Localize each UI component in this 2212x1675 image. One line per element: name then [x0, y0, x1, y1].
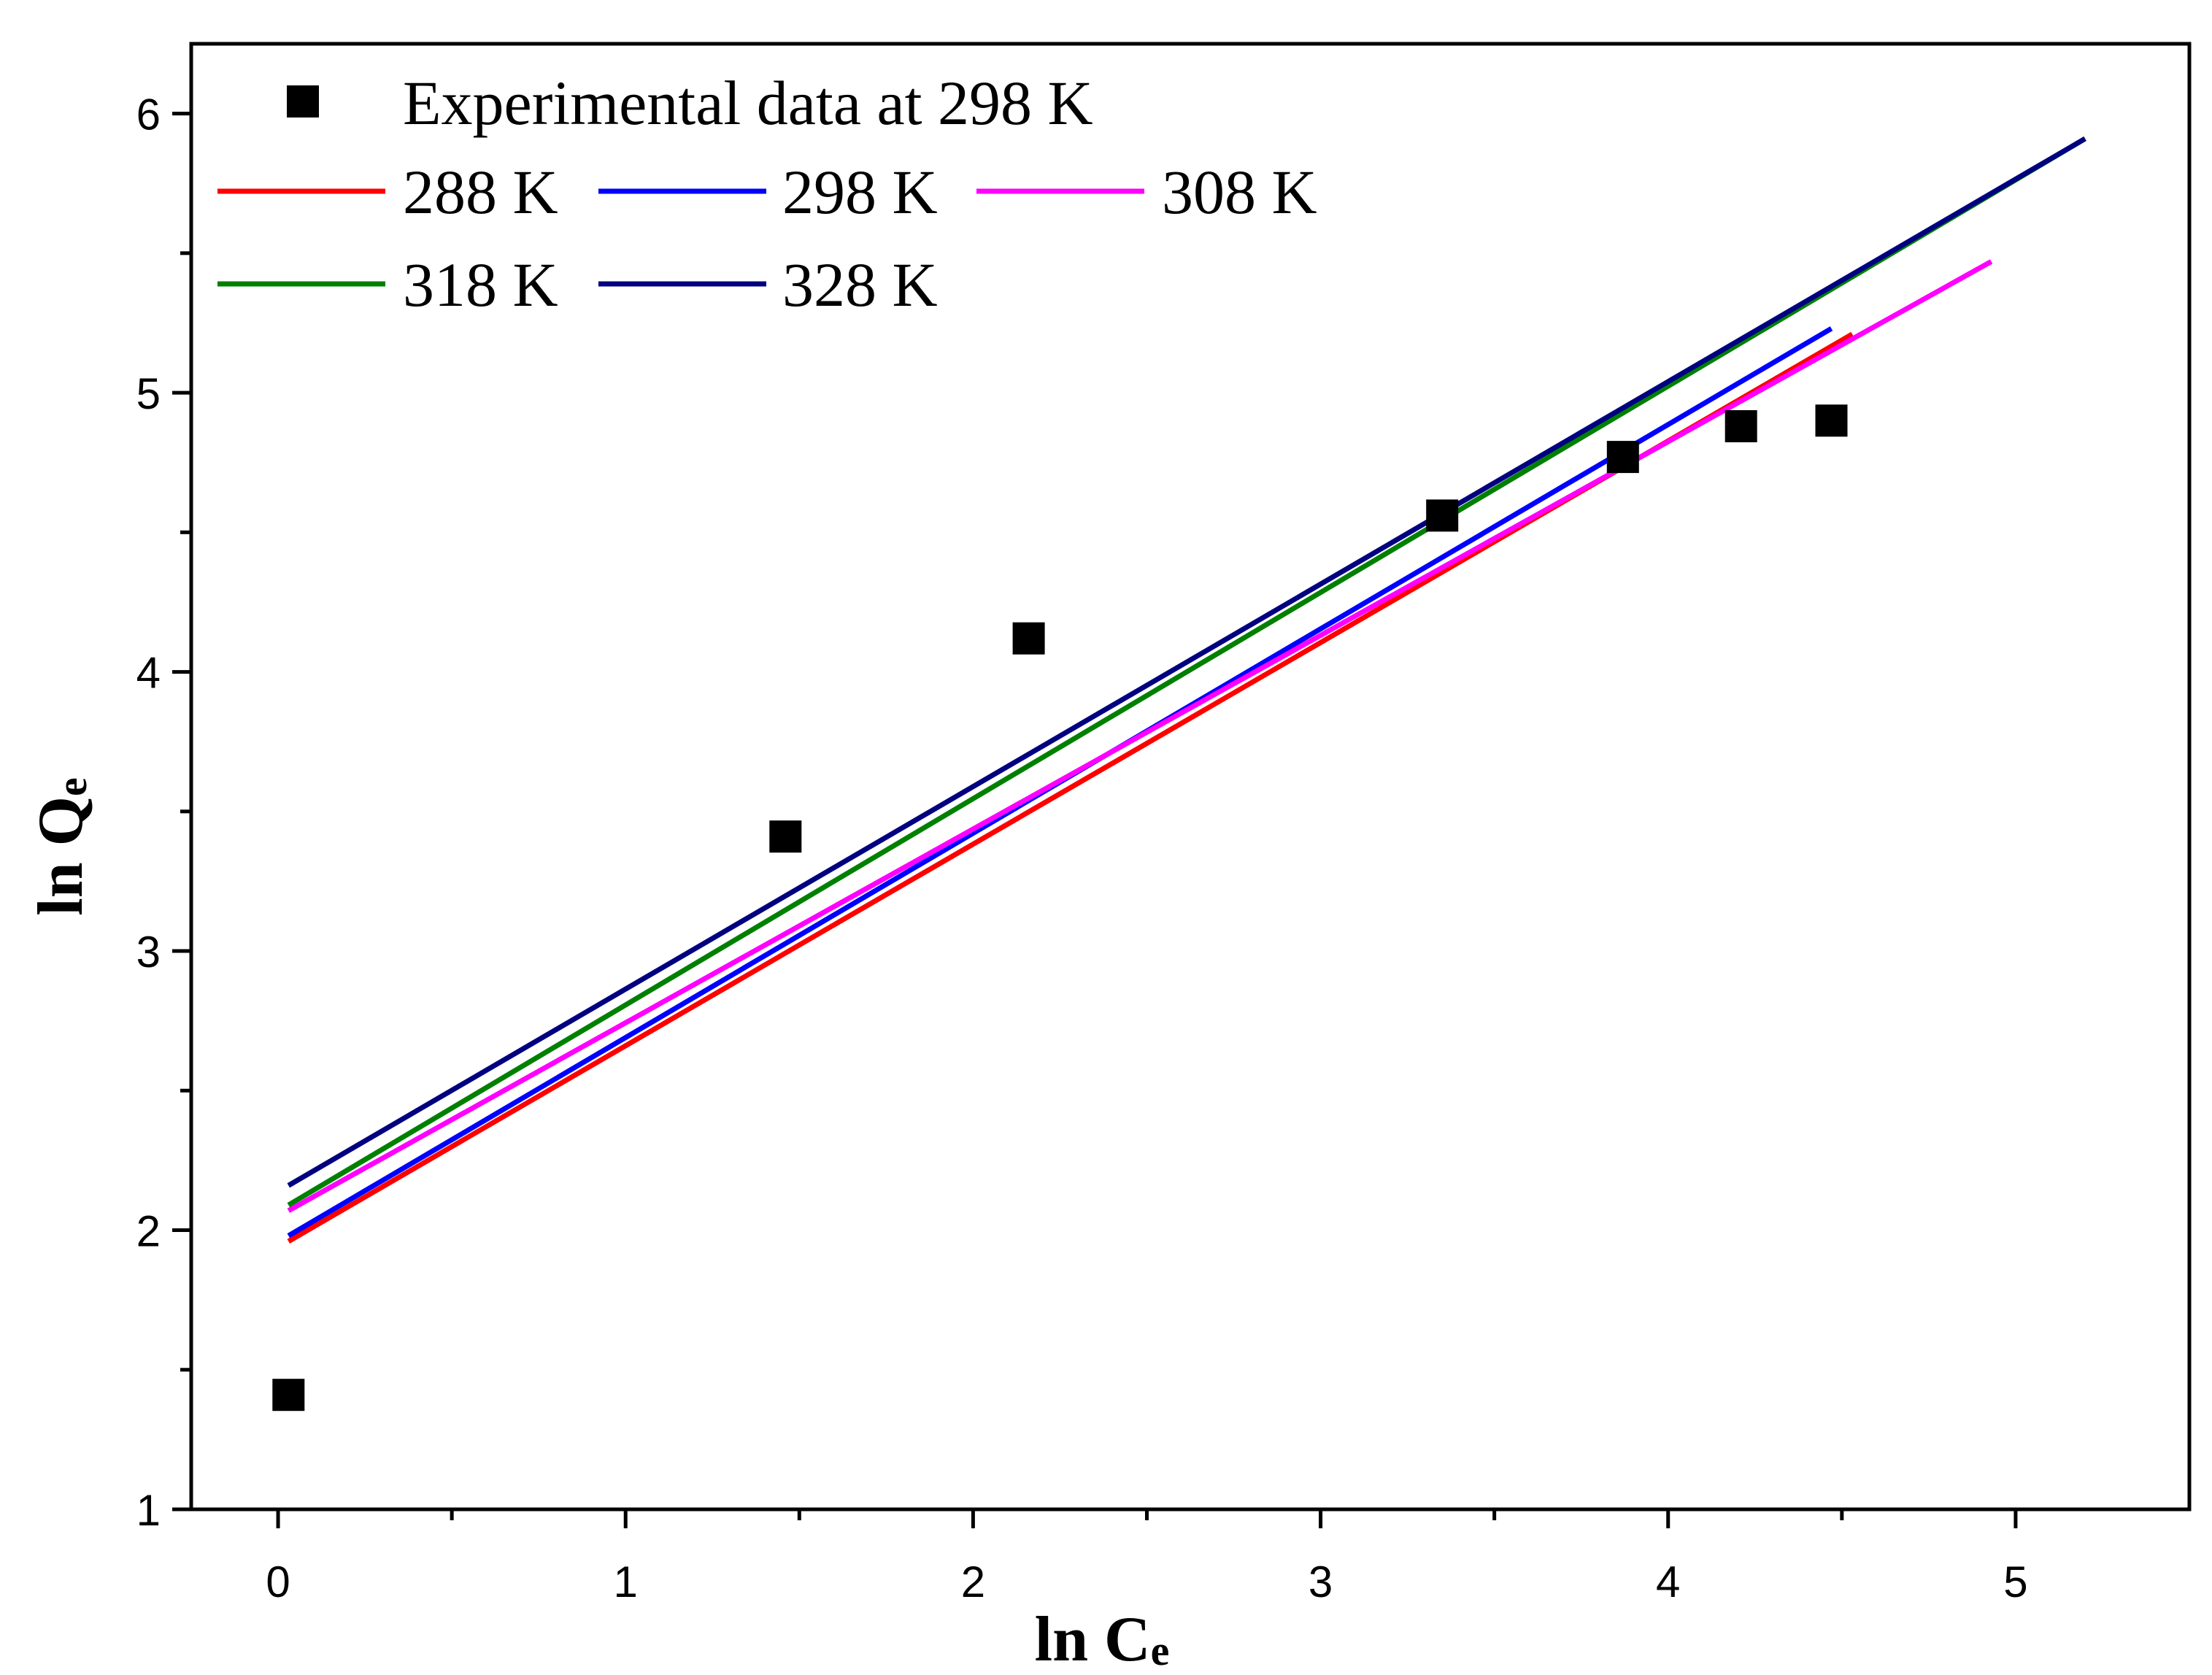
- x-tick-label: 5: [2003, 1557, 2027, 1606]
- ticks-layer: [172, 112, 2018, 1528]
- legend-label-328k: 328 K: [782, 250, 938, 320]
- series-layer: [287, 136, 2086, 1244]
- data-point: [769, 820, 802, 853]
- legend-marker-experimental: [287, 85, 319, 118]
- x-tick-label: 2: [961, 1557, 985, 1606]
- legend: Experimental data at 298 K 288 K 298 K 3…: [217, 68, 1317, 320]
- data-point: [1426, 499, 1459, 532]
- data-point: [272, 1379, 305, 1412]
- fit-line-308k: [287, 259, 1993, 1213]
- x-tick-label: 4: [1656, 1557, 1680, 1606]
- y-tick-label: 2: [136, 1207, 161, 1256]
- data-point: [1815, 404, 1848, 437]
- legend-label-308k: 308 K: [1162, 157, 1317, 227]
- y-tick-label: 4: [136, 649, 161, 698]
- legend-label-318k: 318 K: [403, 250, 558, 320]
- legend-label-298k: 298 K: [782, 157, 938, 227]
- y-tick-label: 3: [136, 928, 161, 977]
- data-point: [1012, 622, 1045, 655]
- tick-labels: 0 1 2 3 4 5 1 2 3 4 5 6: [136, 91, 2028, 1606]
- y-axis-title-subscript: e: [48, 777, 96, 796]
- legend-label-288k: 288 K: [403, 157, 558, 227]
- y-tick-label: 6: [136, 91, 161, 139]
- data-point: [1606, 441, 1639, 474]
- x-tick-label: 3: [1309, 1557, 1333, 1606]
- x-axis-title-subscript: e: [1151, 1627, 1170, 1674]
- data-point: [1724, 410, 1757, 442]
- x-axis-title: ln Ce: [1035, 1604, 1170, 1675]
- y-tick-label: 5: [136, 369, 161, 418]
- y-tick-label: 1: [136, 1486, 161, 1535]
- fit-line-318k: [287, 136, 2086, 1208]
- y-axis-title: ln Qe: [26, 777, 96, 916]
- fit-line-328k: [287, 136, 2086, 1188]
- legend-label-experimental: Experimental data at 298 K: [403, 68, 1093, 138]
- x-tick-label: 0: [266, 1557, 290, 1606]
- points-layer: [272, 404, 1848, 1412]
- x-tick-label: 1: [614, 1557, 638, 1606]
- plot-frame: [189, 42, 2192, 1512]
